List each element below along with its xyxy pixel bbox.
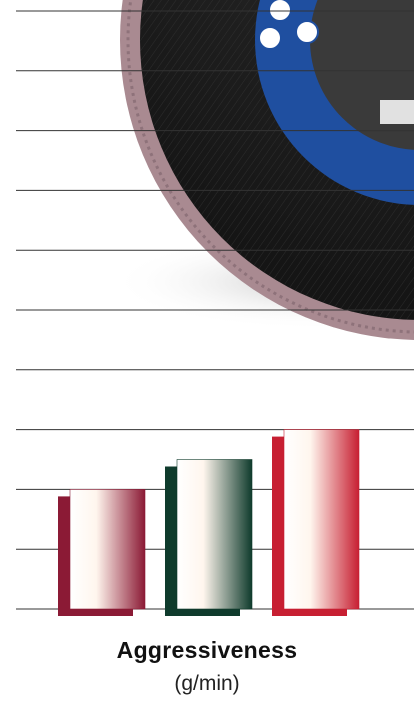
chart-unit-label: (g/min) xyxy=(174,672,240,695)
chart-title: Aggressiveness xyxy=(116,637,298,663)
safety-icon xyxy=(268,0,292,22)
bar-face-2 xyxy=(176,459,253,610)
bar-2 xyxy=(165,459,253,616)
bars xyxy=(58,429,360,616)
safety-icon xyxy=(258,26,282,50)
disc-sticker xyxy=(380,100,414,124)
safety-icon xyxy=(295,20,319,44)
bar-1 xyxy=(58,489,146,616)
flap-disc-image xyxy=(90,0,414,340)
bar-3 xyxy=(272,429,360,616)
bar-face-3 xyxy=(283,429,360,610)
bar-face-1 xyxy=(69,489,146,610)
